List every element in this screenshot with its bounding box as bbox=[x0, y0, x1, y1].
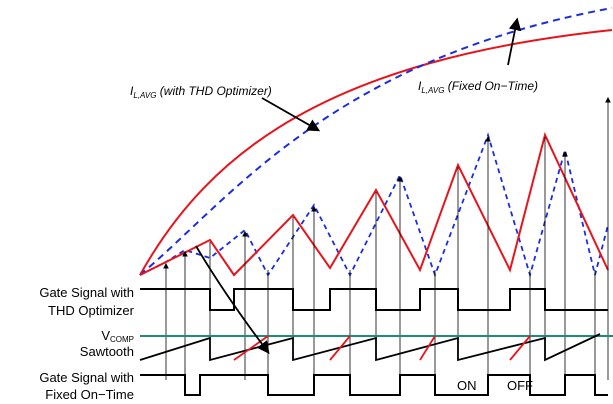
il-avg-fixed-curve bbox=[139, 7, 613, 276]
label-vcomp: VCOMP bbox=[101, 328, 134, 344]
fixed-annotation-arrow bbox=[507, 17, 522, 66]
inductor-current-thd-optimizer bbox=[139, 132, 609, 277]
annotation-il-avg-fixed: IL,AVG (Fixed On−Time) bbox=[418, 79, 538, 95]
label-off: OFF bbox=[507, 378, 533, 393]
sawtooth-waveform bbox=[139, 333, 601, 362]
sawtooth-fixed-on-time-ramps bbox=[233, 335, 531, 361]
label-gate-thd: Gate Signal with bbox=[39, 285, 134, 300]
label-on: ON bbox=[457, 378, 477, 393]
annotation-il-avg-thd: IL,AVG (with THD Optimizer) bbox=[130, 84, 272, 100]
label-gate-fixed: Gate Signal with bbox=[39, 370, 134, 385]
label-gate-thd-2: THD Optimizer bbox=[48, 303, 135, 318]
label-sawtooth: Sawtooth bbox=[80, 344, 134, 359]
gate-signal-fixed-on-time bbox=[140, 374, 608, 396]
label-gate-fixed-2: Fixed On−Time bbox=[45, 387, 134, 402]
vcomp-crossing-arrow bbox=[195, 245, 270, 355]
thd-annotation-arrow bbox=[261, 97, 321, 132]
timing-arrows bbox=[163, 96, 611, 380]
gate-signal-thd-optimizer bbox=[140, 288, 608, 311]
